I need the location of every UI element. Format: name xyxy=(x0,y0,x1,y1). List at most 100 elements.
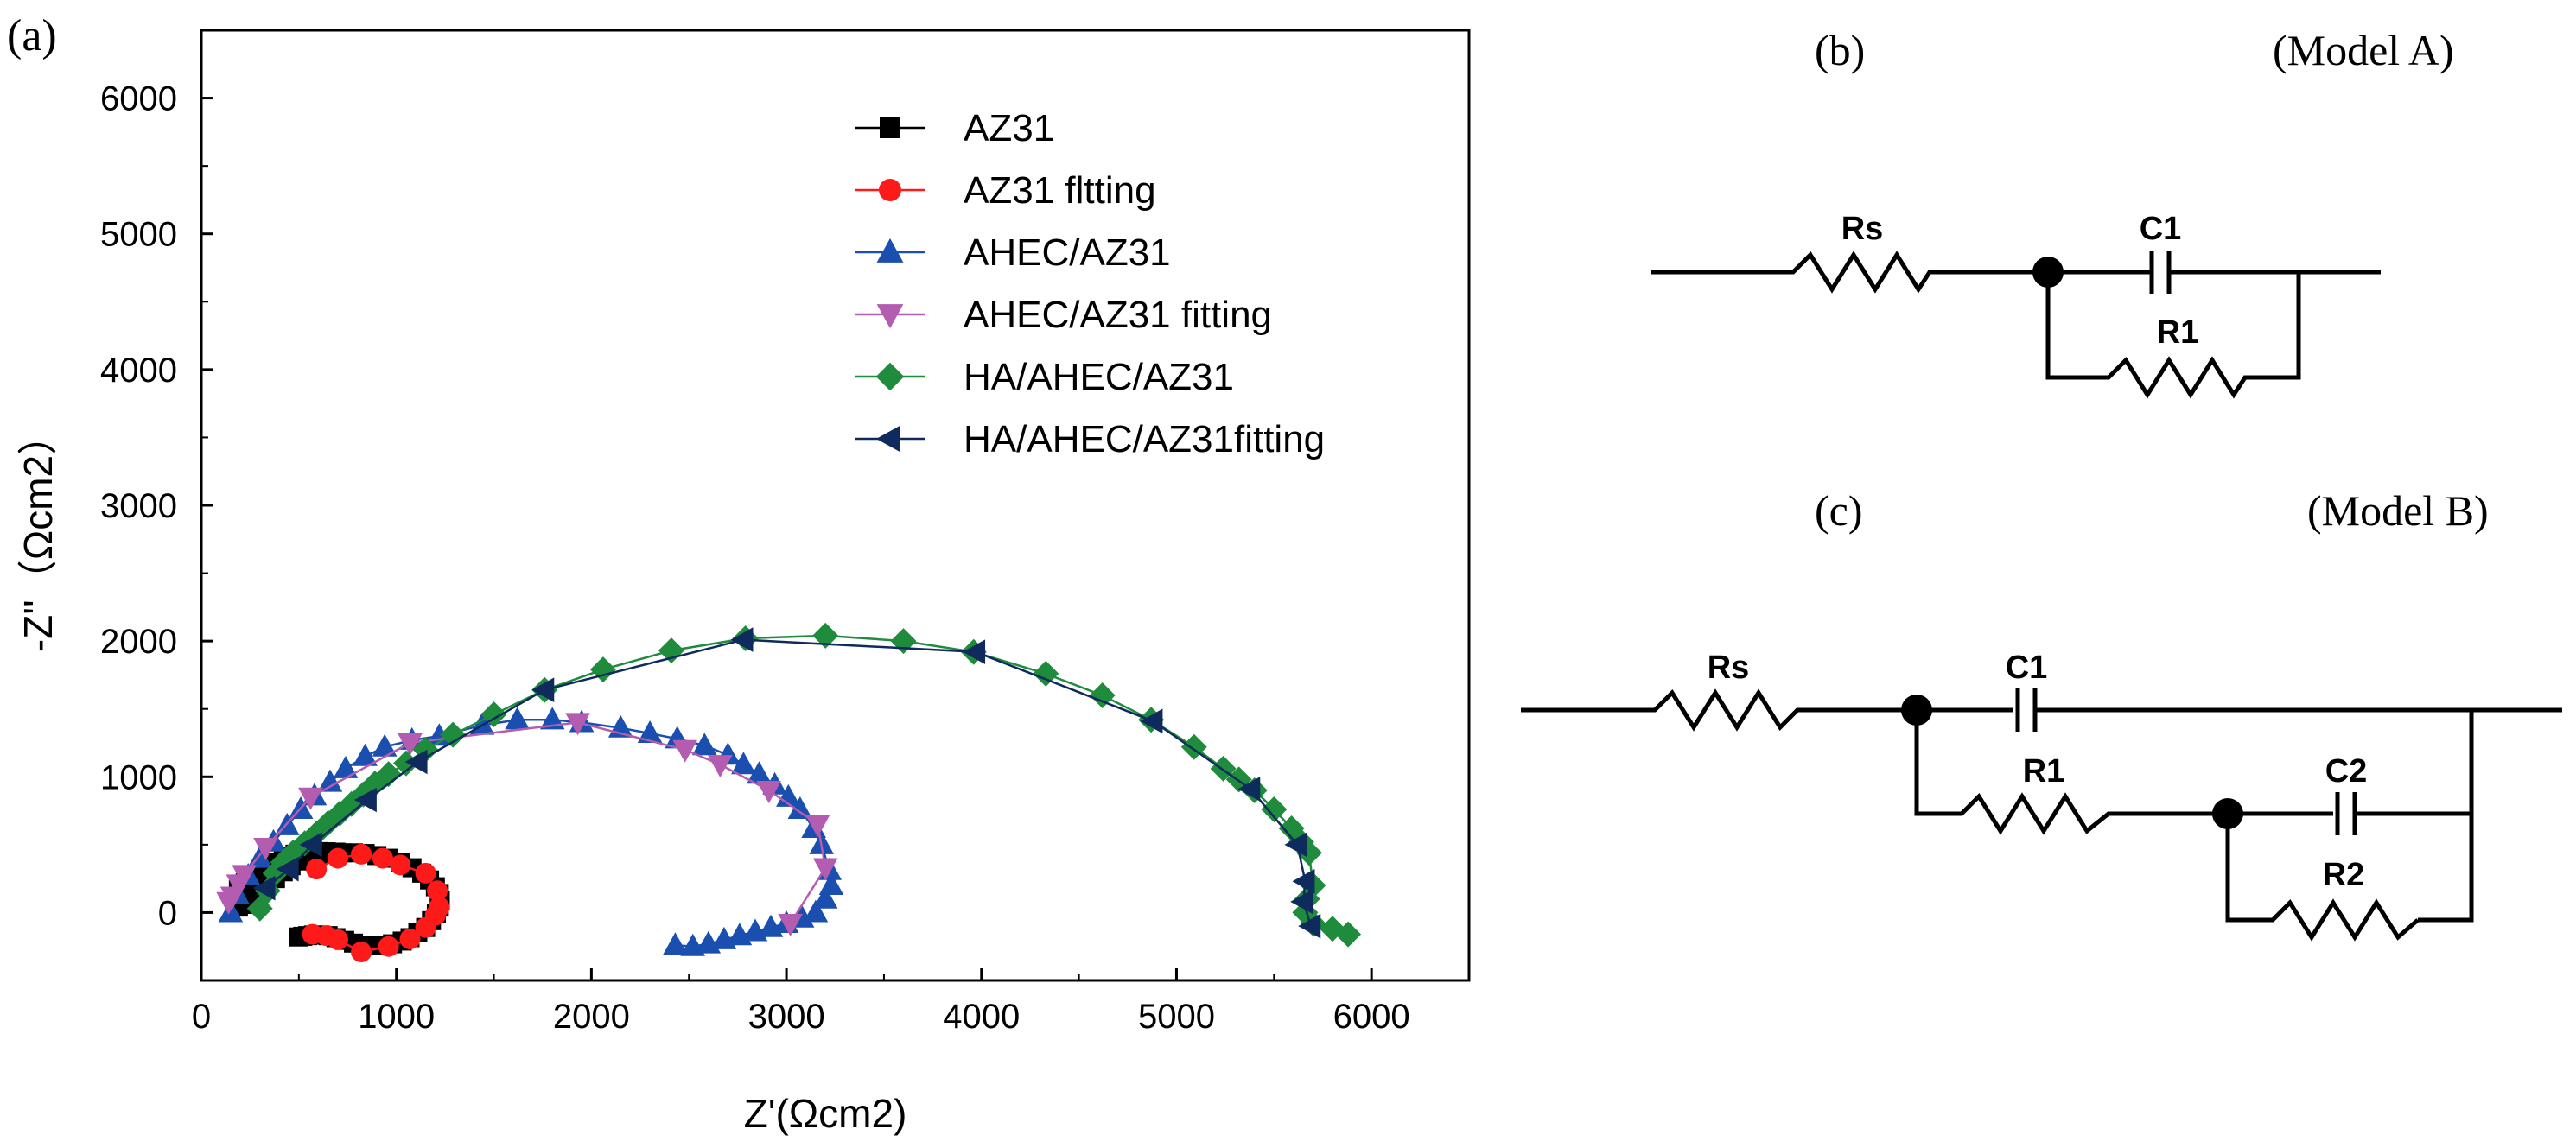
data-point xyxy=(327,847,348,869)
series-layer xyxy=(216,622,1362,962)
data-point xyxy=(390,854,411,876)
circuit-a-wire-main xyxy=(1651,251,2152,294)
data-point xyxy=(672,739,698,763)
data-point xyxy=(253,837,278,860)
data-point xyxy=(730,627,754,652)
legend-marker xyxy=(876,304,904,329)
data-point xyxy=(818,872,844,896)
circuit-a-node xyxy=(2032,257,2064,288)
x-tick-label: 5000 xyxy=(1138,998,1215,1036)
data-point xyxy=(427,880,448,902)
circuit-b-r1-label: R1 xyxy=(2023,753,2065,790)
circuit-b-capacitor-c1 xyxy=(2015,688,2038,732)
plot-frame xyxy=(200,29,1471,982)
data-point xyxy=(812,858,838,881)
y-tick-label: 1000 xyxy=(100,758,177,796)
data-point xyxy=(333,755,359,778)
x-tick-label: 2000 xyxy=(553,998,630,1036)
panel-c-model: (Model B) xyxy=(2307,486,2489,535)
data-point xyxy=(805,815,830,838)
legend-marker xyxy=(879,179,901,201)
data-point xyxy=(747,761,772,784)
data-point xyxy=(812,885,838,909)
y-axis-label: -Z''（Ωcm2） xyxy=(16,415,60,652)
data-point xyxy=(398,733,423,756)
y-tick-label: 2000 xyxy=(100,623,177,661)
data-point xyxy=(505,707,530,730)
data-point xyxy=(252,875,276,901)
panel-c-label: (c) xyxy=(1815,486,1863,535)
legend-label: HA/AHEC/AZ31 xyxy=(964,356,1234,398)
data-point xyxy=(708,755,733,778)
data-point xyxy=(415,862,436,884)
data-point xyxy=(756,780,782,803)
data-point xyxy=(392,750,419,777)
y-tick-label: 6000 xyxy=(100,80,177,118)
circuit-b-c2-label: C2 xyxy=(2325,753,2368,790)
data-point xyxy=(1237,777,1261,802)
data-point xyxy=(1278,815,1305,841)
data-point xyxy=(298,787,323,810)
circuit-b-wire-right xyxy=(2035,707,2562,923)
circuit-a-resistor-r1 xyxy=(2045,272,2273,399)
circuit-a-r1-label: R1 xyxy=(2157,314,2199,351)
data-point xyxy=(246,895,273,922)
y-axis: 0 1000 2000 3000 4000 5000 6000 xyxy=(100,80,213,981)
x-tick-label: 1000 xyxy=(358,998,435,1036)
data-point xyxy=(1089,682,1116,708)
data-point xyxy=(353,743,378,766)
data-point xyxy=(1290,889,1313,915)
circuit-b-resistor-r2 xyxy=(2225,814,2420,942)
y-tick-label: 0 xyxy=(158,894,177,932)
y-tick-label: 4000 xyxy=(100,352,177,390)
data-point xyxy=(787,796,813,820)
data-point xyxy=(589,656,616,683)
circuit-b-capacitor-c2 xyxy=(2335,792,2357,835)
chart-legend: AZ31 AZ31 fltting AHEC/AZ31 AHEC/AZ31 fitti… xyxy=(855,107,1325,460)
data-point xyxy=(963,639,986,665)
legend-label: AHEC/AZ31 fitting xyxy=(964,294,1272,336)
series-line xyxy=(258,634,1349,936)
data-point xyxy=(691,733,717,756)
data-point xyxy=(353,787,377,813)
legend-label: AZ31 fltting xyxy=(964,169,1156,212)
circuit-b-c1-label: C1 xyxy=(2006,650,2048,686)
data-point xyxy=(565,713,590,736)
circuit-a-capacitor-c1 xyxy=(2149,251,2172,294)
data-point xyxy=(1320,916,1346,942)
data-point xyxy=(399,929,421,950)
data-point xyxy=(731,752,756,775)
legend-marker xyxy=(876,238,904,263)
data-point xyxy=(372,847,393,869)
x-axis-label: Z'(Ωcm2) xyxy=(744,1091,907,1136)
x-tick-label: 4000 xyxy=(943,998,1020,1036)
x-tick-label: 6000 xyxy=(1333,998,1410,1036)
legend-marker xyxy=(875,425,900,453)
data-point xyxy=(778,913,803,936)
circuit-a-rs-label: Rs xyxy=(1841,211,1884,247)
circuit-a-wire-right xyxy=(2169,270,2381,380)
data-point xyxy=(276,856,299,882)
data-point xyxy=(637,720,663,744)
circuit-b-node-1 xyxy=(1901,695,1932,726)
panel-b-label: (b) xyxy=(1815,26,1865,74)
circuit-b-node-2 xyxy=(2212,798,2243,829)
data-point xyxy=(1284,832,1307,858)
data-point xyxy=(429,897,450,918)
data-point xyxy=(216,891,241,915)
data-point xyxy=(803,899,829,923)
legend-label: AHEC/AZ31 xyxy=(964,232,1171,274)
data-point xyxy=(372,733,398,757)
circuit-b-resistor-r1 xyxy=(1914,710,2333,835)
data-point xyxy=(1033,660,1059,687)
legend-marker xyxy=(880,117,900,138)
data-point xyxy=(812,622,839,649)
legend-marker xyxy=(875,362,905,391)
y-tick-label: 5000 xyxy=(100,216,177,254)
data-point xyxy=(317,769,343,792)
data-point xyxy=(351,843,372,865)
nyquist-chart: 0 1000 2000 3000 4000 5000 6000 0 1000 2000 3000 4… xyxy=(16,29,1471,1136)
y-tick-label: 3000 xyxy=(100,487,177,525)
circuit-b-wire-main xyxy=(1521,688,2013,732)
